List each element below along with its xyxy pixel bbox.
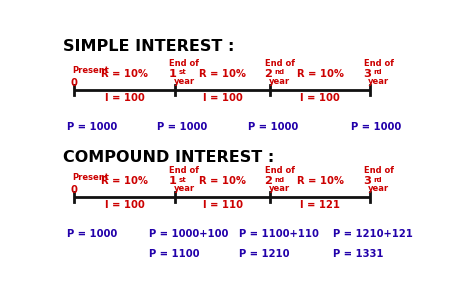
Text: I = 110: I = 110: [203, 201, 243, 210]
Text: P = 1000: P = 1000: [66, 122, 117, 132]
Text: rd: rd: [374, 69, 382, 75]
Text: End of: End of: [264, 59, 295, 68]
Text: R = 10%: R = 10%: [101, 69, 148, 79]
Text: P = 1000+100: P = 1000+100: [149, 229, 228, 239]
Text: End of: End of: [169, 59, 199, 68]
Text: I = 100: I = 100: [105, 93, 145, 103]
Text: End of: End of: [264, 166, 295, 175]
Text: R = 10%: R = 10%: [199, 176, 246, 186]
Text: R = 10%: R = 10%: [101, 176, 148, 186]
Text: I = 100: I = 100: [105, 201, 145, 210]
Text: 0: 0: [71, 78, 77, 88]
Text: year: year: [368, 77, 390, 86]
Text: End of: End of: [364, 59, 394, 68]
Text: P = 1000: P = 1000: [248, 122, 299, 132]
Text: I = 100: I = 100: [300, 93, 340, 103]
Text: I = 100: I = 100: [203, 93, 243, 103]
Text: st: st: [179, 69, 186, 75]
Text: I = 121: I = 121: [300, 201, 340, 210]
Text: 0: 0: [71, 185, 77, 195]
Text: 1: 1: [169, 69, 177, 79]
Text: Present: Present: [72, 66, 109, 75]
Text: R = 10%: R = 10%: [297, 69, 344, 79]
Text: year: year: [173, 77, 195, 86]
Text: 3: 3: [364, 69, 372, 79]
Text: R = 10%: R = 10%: [297, 176, 344, 186]
Text: year: year: [368, 184, 390, 193]
Text: 2: 2: [264, 69, 272, 79]
Text: P = 1210: P = 1210: [239, 249, 290, 259]
Text: 2: 2: [264, 176, 272, 186]
Text: COMPOUND INTEREST :: COMPOUND INTEREST :: [63, 150, 274, 165]
Text: year: year: [173, 184, 195, 193]
Text: P = 1000: P = 1000: [156, 122, 207, 132]
Text: year: year: [269, 184, 290, 193]
Text: P = 1210+121: P = 1210+121: [333, 229, 413, 239]
Text: End of: End of: [364, 166, 394, 175]
Text: 1: 1: [169, 176, 177, 186]
Text: st: st: [179, 176, 186, 182]
Text: P = 1100+110: P = 1100+110: [239, 229, 319, 239]
Text: year: year: [269, 77, 290, 86]
Text: Present: Present: [72, 173, 109, 182]
Text: P = 1100: P = 1100: [149, 249, 200, 259]
Text: 3: 3: [364, 176, 372, 186]
Text: nd: nd: [274, 69, 284, 75]
Text: R = 10%: R = 10%: [199, 69, 246, 79]
Text: rd: rd: [374, 176, 382, 182]
Text: P = 1000: P = 1000: [66, 229, 117, 239]
Text: P = 1331: P = 1331: [333, 249, 383, 259]
Text: nd: nd: [274, 176, 284, 182]
Text: SIMPLE INTEREST :: SIMPLE INTEREST :: [63, 39, 234, 54]
Text: P = 1000: P = 1000: [351, 122, 401, 132]
Text: End of: End of: [169, 166, 199, 175]
